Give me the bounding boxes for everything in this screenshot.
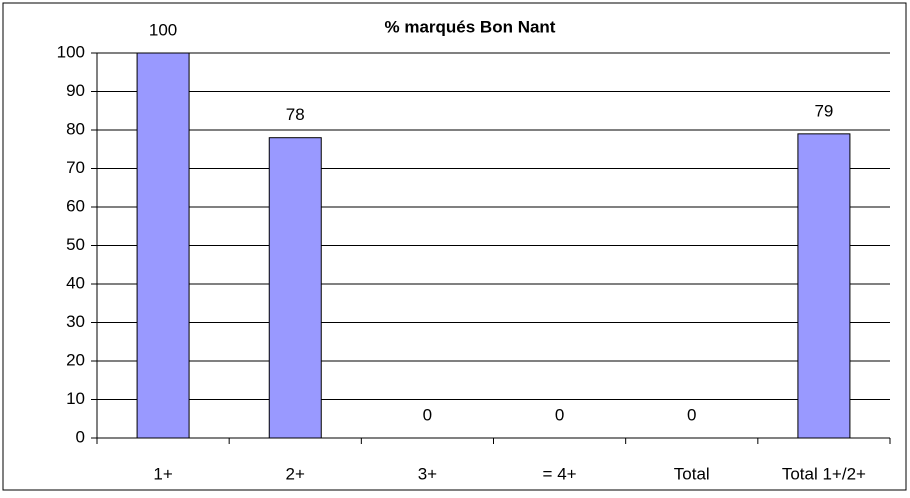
x-tick-label: 1+ — [153, 464, 172, 483]
y-tick-label: 70 — [66, 158, 85, 177]
chart-title: % marqués Bon Nant — [385, 17, 556, 36]
y-tick-label: 10 — [66, 389, 85, 408]
data-label: 100 — [149, 20, 177, 39]
y-tick-label: 60 — [66, 196, 85, 215]
bar — [797, 133, 851, 439]
x-tick-label: Total — [674, 464, 710, 483]
y-tick-label: 90 — [66, 81, 85, 100]
y-tick-label: 80 — [66, 119, 85, 138]
y-tick-label: 50 — [66, 235, 85, 254]
x-tick-label: 2+ — [286, 464, 305, 483]
bar — [136, 52, 190, 439]
data-label: 79 — [814, 101, 833, 120]
y-tick-label: 40 — [66, 273, 85, 292]
x-tick-label: 3+ — [418, 464, 437, 483]
bar — [268, 137, 322, 439]
x-tick-label: Total 1+/2+ — [782, 464, 866, 483]
data-label: 0 — [423, 405, 432, 424]
y-tick-label: 0 — [76, 427, 85, 446]
y-tick-label: 30 — [66, 312, 85, 331]
data-label: 78 — [286, 105, 305, 124]
data-label: 0 — [555, 405, 564, 424]
y-tick-label: 100 — [57, 42, 85, 61]
y-tick-label: 20 — [66, 350, 85, 369]
data-label: 0 — [687, 405, 696, 424]
x-tick-label: = 4+ — [543, 464, 577, 483]
